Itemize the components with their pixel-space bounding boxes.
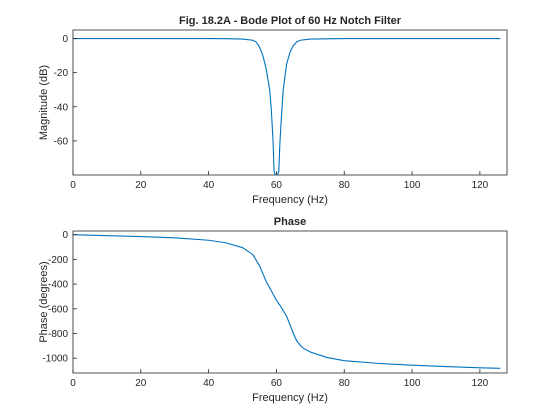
x-tick-label: 60 [271, 378, 283, 389]
y-tick-label: -20 [54, 68, 69, 79]
magnitude-title: Fig. 18.2A - Bode Plot of 60 Hz Notch Fi… [179, 15, 402, 27]
y-tick-label: -200 [48, 255, 68, 266]
x-tick-label: 80 [339, 378, 351, 389]
y-tick-label: -40 [54, 102, 69, 113]
y-tick-label: -400 [48, 280, 68, 291]
magnitude-axes: 0 20 40 60 80 100 120 0 -20 -40 -60 Fig. 18.2A - B… [38, 15, 508, 206]
phase-title: Phase [274, 216, 306, 228]
x-tick-label: 100 [404, 180, 421, 191]
magnitude-xlabel: Frequency (Hz) [252, 194, 328, 206]
y-tick-label: 0 [62, 230, 68, 241]
x-tick-label: 60 [271, 180, 283, 191]
phase-xlabel: Frequency (Hz) [252, 392, 328, 404]
magnitude-curve [73, 37, 501, 175]
x-tick-label: 120 [472, 378, 489, 389]
x-tick-label: 0 [70, 180, 76, 191]
phase-ylabel: Phase (degrees) [38, 261, 50, 342]
y-tick-label: -60 [54, 136, 69, 147]
y-tick-label: -600 [48, 304, 68, 315]
y-tick-label: 0 [62, 34, 68, 45]
x-tick-label: 80 [339, 180, 351, 191]
y-tick-label: -800 [48, 329, 68, 340]
phase-curve [73, 234, 501, 369]
x-tick-label: 20 [135, 378, 147, 389]
x-tick-label: 20 [135, 180, 147, 191]
x-tick-label: 100 [404, 378, 421, 389]
x-tick-label: 0 [70, 378, 76, 389]
x-tick-label: 40 [203, 180, 215, 191]
phase-axes: 0 20 40 60 80 100 120 0 -200 -400 -600 -800 -1000 Ph… [38, 216, 508, 404]
magnitude-ylabel: Magnitude (dB) [38, 65, 50, 140]
x-tick-label: 40 [203, 378, 215, 389]
phase-plot-area [72, 230, 508, 374]
y-tick-label: -1000 [42, 354, 68, 365]
x-tick-label: 120 [472, 180, 489, 191]
